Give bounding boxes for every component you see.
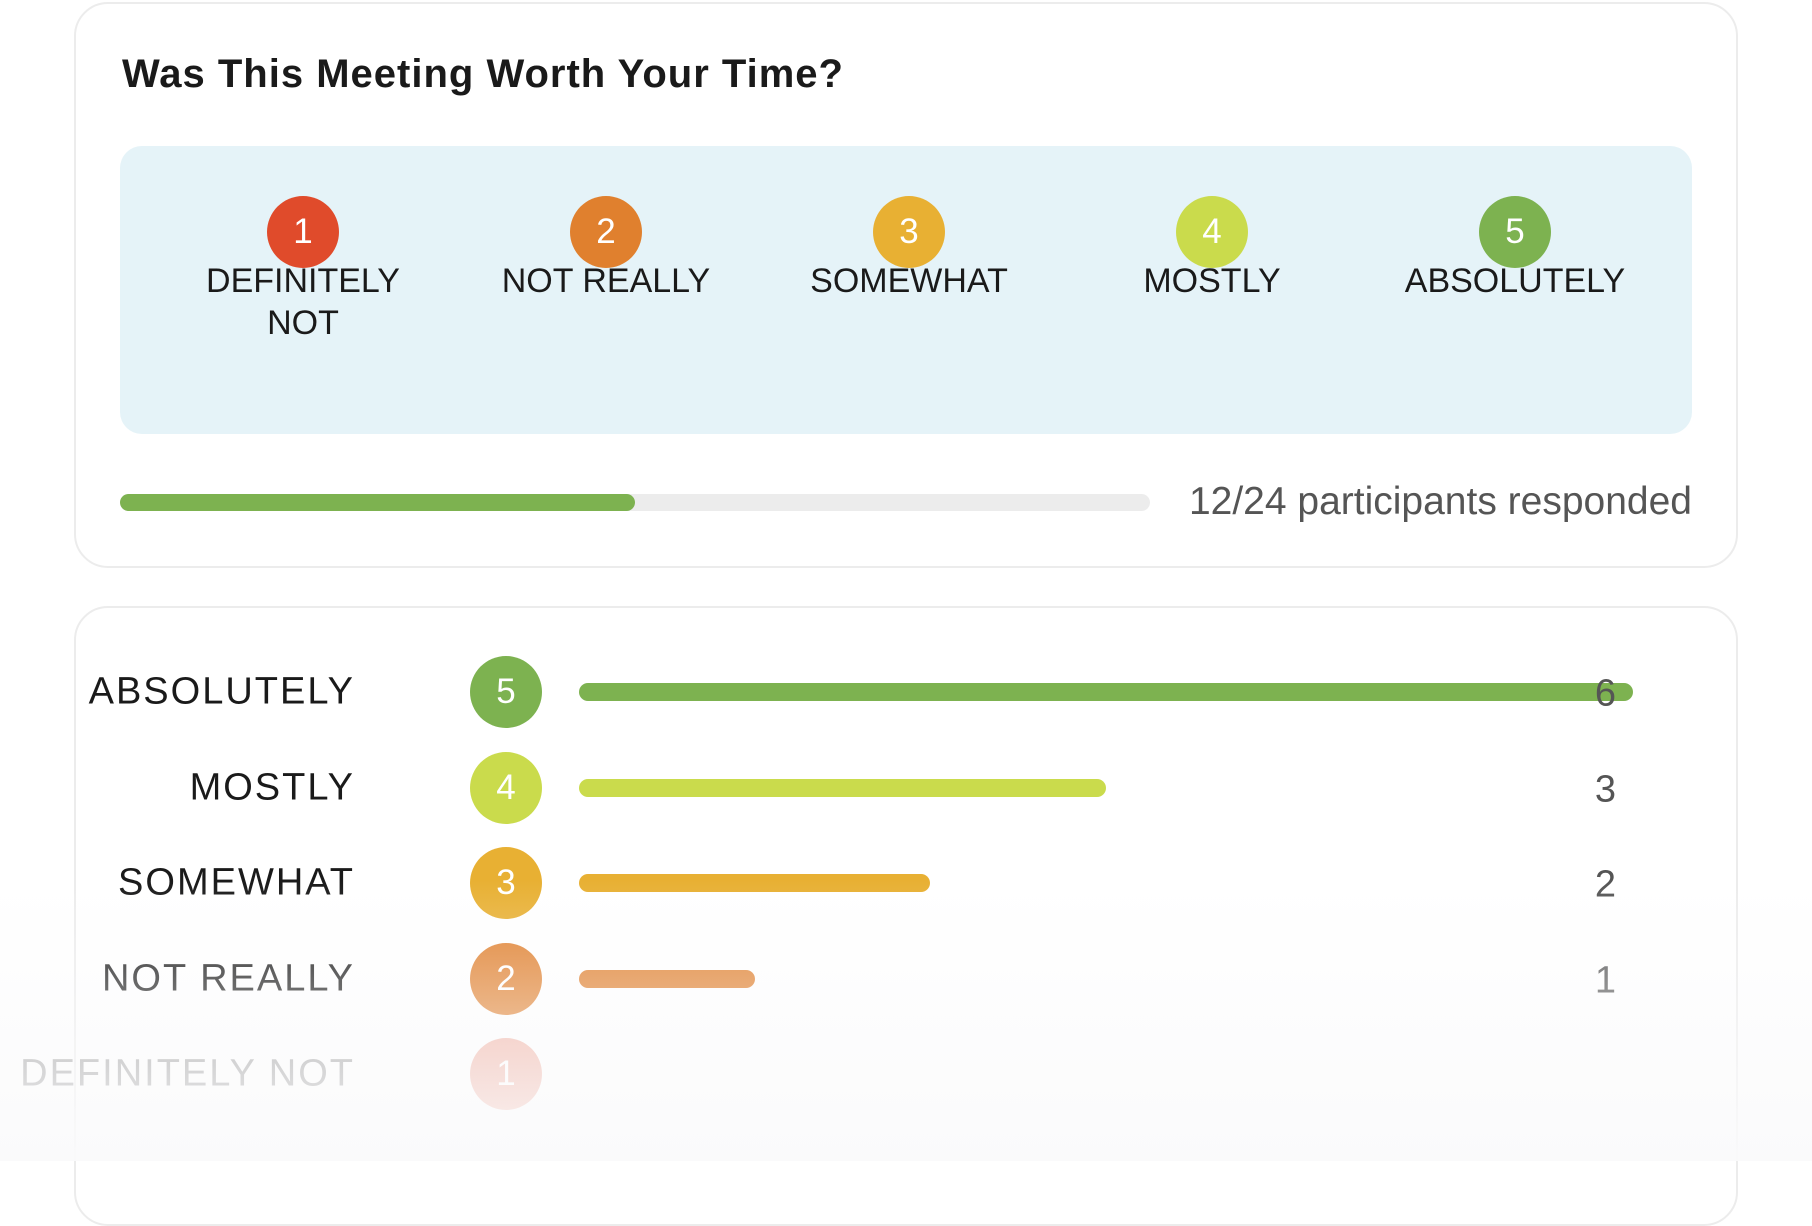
results-card: ABSOLUTELY 5 6 MOSTLY 4 3 SOMEWHAT 3 2 NOT REALLY… [20, 606, 1738, 1226]
option[interactable]: 1 DEFINITELY NOT [183, 146, 423, 434]
result-bar [579, 683, 1633, 701]
result-row: MOSTLY 4 3 [76, 608, 1736, 1224]
row-number: 5 [470, 656, 542, 728]
progress-track [120, 494, 1150, 511]
option-number: 3 [873, 196, 945, 268]
option-label: NOT REALLY [501, 262, 711, 300]
row-label: MOSTLY [189, 766, 355, 808]
option[interactable]: 5 ABSOLUTELY [1395, 146, 1635, 434]
option-number: 1 [267, 196, 339, 268]
poll-title: Was This Meeting Worth Your Time? [122, 52, 844, 96]
row-label: ABSOLUTELY [88, 670, 355, 713]
option-number: 4 [1176, 196, 1248, 268]
result-bar [579, 778, 1106, 797]
row-label: DEFINITELY NOT [20, 1052, 355, 1095]
option[interactable]: 3 SOMEWHAT [789, 146, 1029, 434]
row-number: 4 [470, 751, 542, 824]
option[interactable]: 2 NOT REALLY [486, 146, 726, 434]
options-panel: 1 DEFINITELY NOT 2 NOT REALLY 3 SOMEWHAT 4 MOST… [120, 146, 1692, 434]
progress-fill [120, 494, 635, 511]
poll-card: Was This Meeting Worth Your Time? 1 DEFIN… [74, 2, 1738, 568]
option-number: 2 [570, 196, 642, 268]
row-number: 1 [470, 1038, 542, 1110]
progress-text: 12/24 participants responded [1188, 480, 1692, 523]
option-number: 5 [1479, 196, 1551, 268]
option[interactable]: 4 MOSTLY [1092, 146, 1332, 434]
option-label: ABSOLUTELY [1404, 262, 1626, 300]
option-label: SOMEWHAT [810, 262, 1008, 300]
result-row: DEFINITELY NOT 1 [20, 608, 1736, 1224]
option-label: DEFINITELY NOT [206, 262, 400, 342]
option-label: MOSTLY [1143, 262, 1281, 300]
row-count: 3 [1594, 768, 1616, 810]
row-count: 6 [1594, 672, 1616, 715]
result-row: ABSOLUTELY 5 6 [76, 608, 1736, 1224]
